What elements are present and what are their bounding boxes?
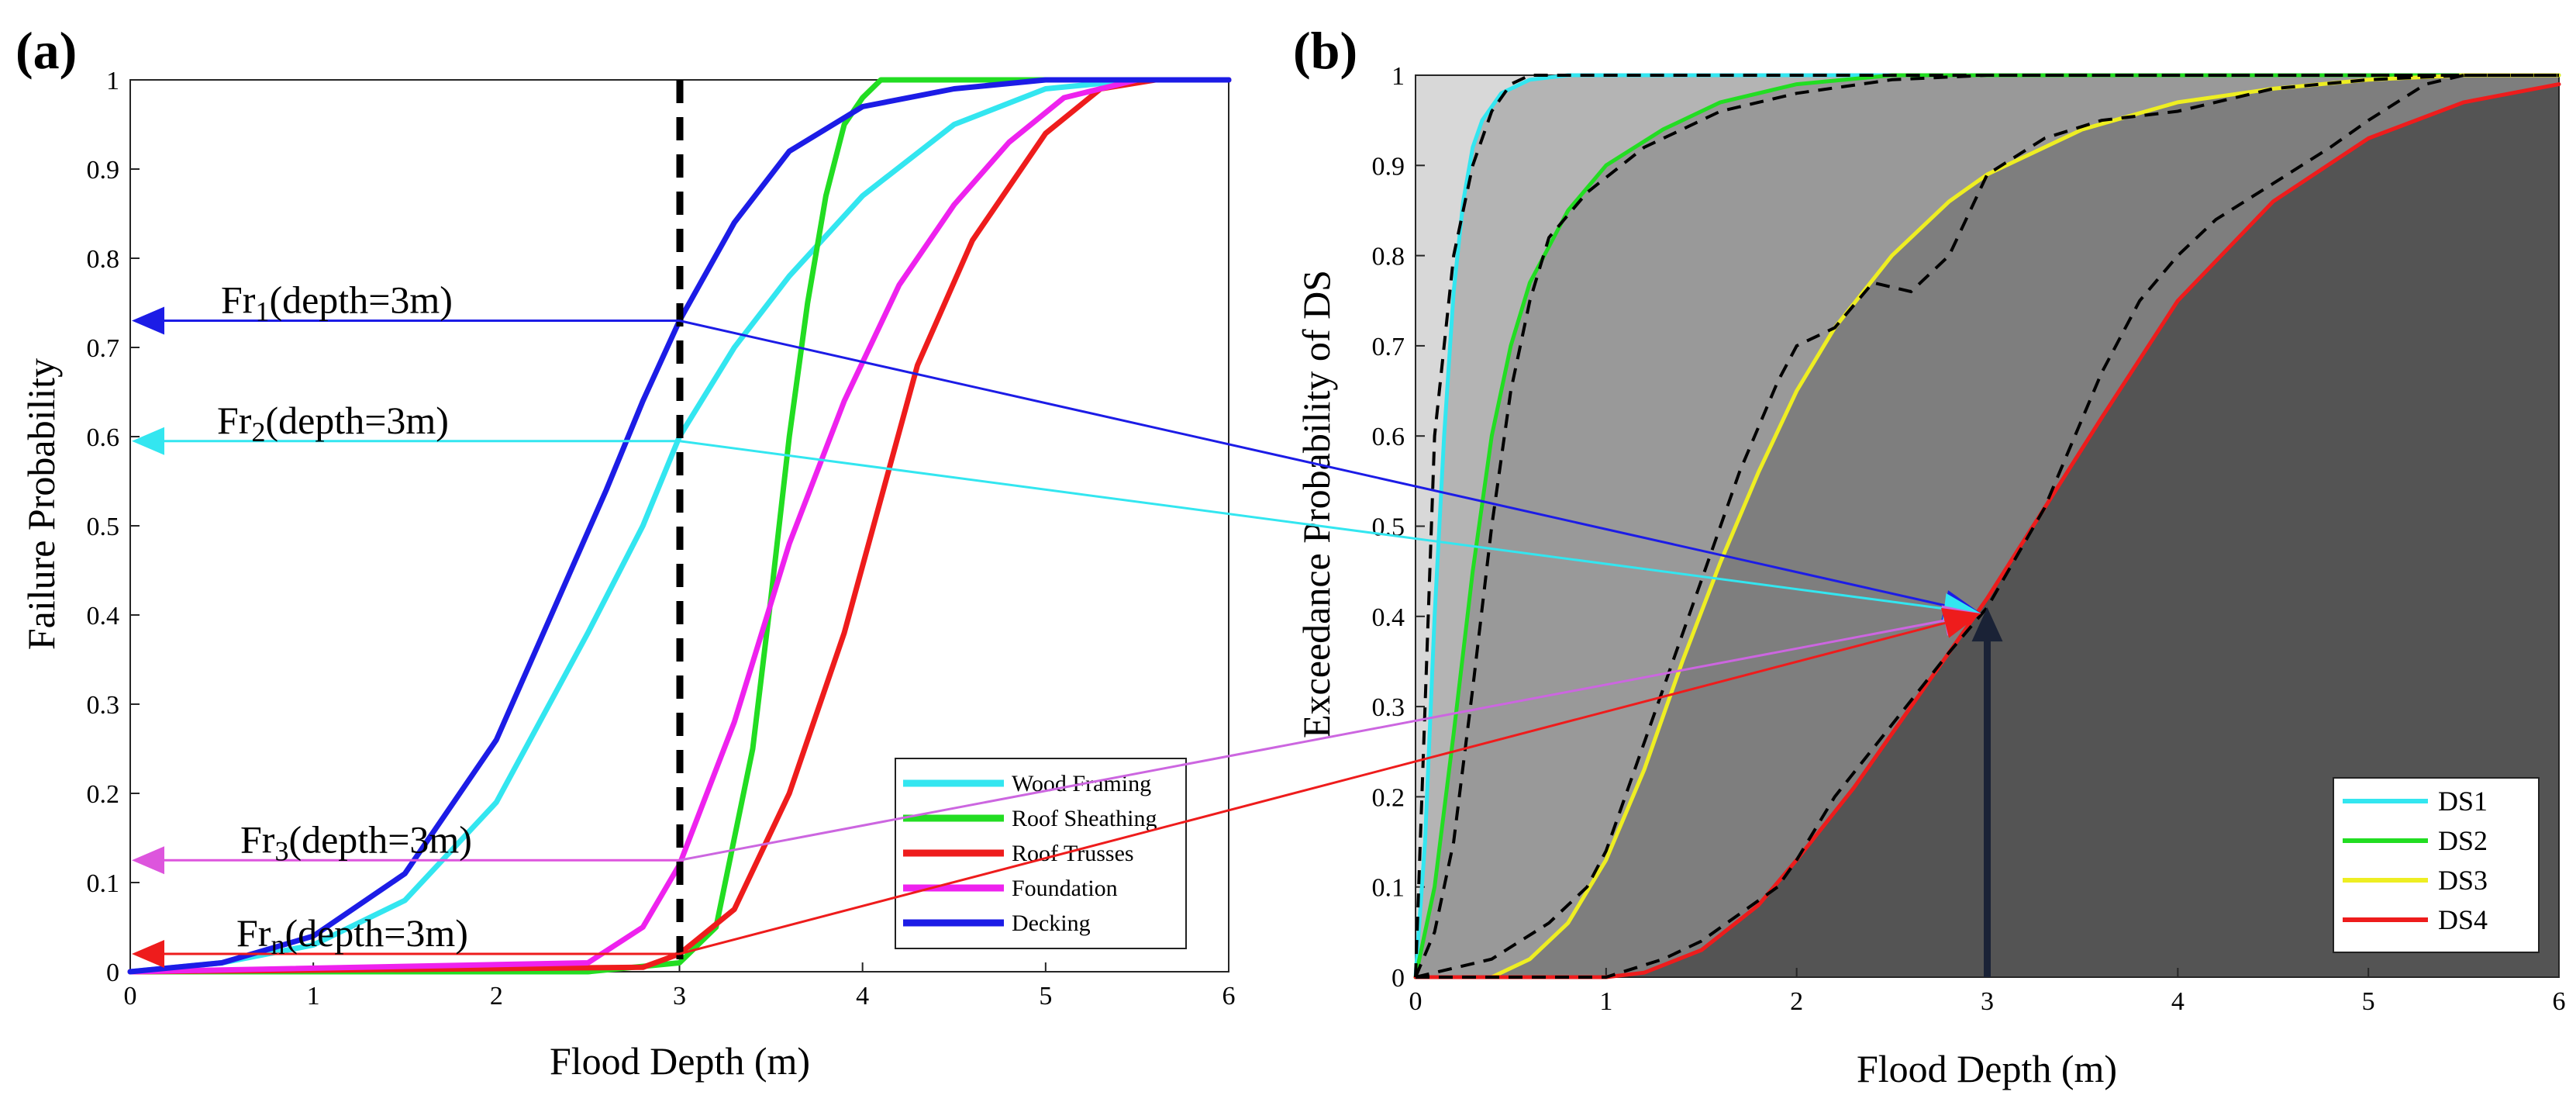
panel-b-damage-regions — [1416, 75, 2559, 978]
legend-label-ds2: DS2 — [2438, 825, 2488, 856]
panel-a-x-tick-label: 5 — [1039, 982, 1052, 1011]
panel-a-x-tick-label: 4 — [856, 982, 869, 1011]
cross-arrow-4 — [679, 621, 1946, 955]
legend-entry-ds1: DS1 — [2343, 786, 2488, 817]
panel-a-axes: 0 1 2 3 4 5 6 0 0.1 0.2 0.3 0.4 0.5 0.6 0.7 0.8 0.9 1 — [87, 67, 1236, 1011]
panel-b-y-tick-label: 0.7 — [1372, 333, 1405, 361]
cross-arrow-3 — [679, 619, 1945, 862]
panel-b-ylabel: Exceedance Probability of DS — [1295, 270, 1338, 738]
panel-a-x-tick-label: 1 — [307, 982, 320, 1011]
legend-label-foundation: Foundation — [1012, 876, 1118, 901]
legend-label-ds4: DS4 — [2438, 904, 2488, 935]
fr2-arrowhead — [132, 427, 164, 455]
panel-b-xlabel: Flood Depth (m) — [1857, 1047, 2117, 1090]
panel-b-x-tick-label: 2 — [1790, 987, 1803, 1016]
legend-label-ds3: DS3 — [2438, 865, 2488, 896]
legend-entry-decking: Decking — [903, 910, 1091, 936]
panel-b-legend: DS1 DS2 DS3 DS4 — [2333, 777, 2540, 953]
legend-label-decking: Decking — [1012, 910, 1091, 936]
fr4-arrowhead — [132, 940, 164, 968]
panel-b-label: (b) — [1293, 21, 1357, 80]
panel-a-y-tick-label: 0.9 — [87, 156, 120, 185]
fr1-arrowhead — [132, 306, 164, 335]
legend-label-ds1: DS1 — [2438, 786, 2488, 817]
curve-roof-sheathing — [127, 77, 1232, 975]
panel-b-y-tick-label: 0.6 — [1372, 423, 1405, 451]
legend-entry-ds2: DS2 — [2343, 825, 2488, 856]
legend-entry-ds3: DS3 — [2343, 865, 2488, 896]
fr3-arrowhead — [132, 846, 164, 875]
panel-a-label: (a) — [16, 21, 77, 80]
fr3-label: Fr3(depth=3m) — [240, 817, 472, 866]
legend-entry-ds4: DS4 — [2343, 904, 2488, 935]
panel-b-y-tick-label: 0.8 — [1372, 243, 1405, 271]
panel-a-y-tick-label: 0.1 — [87, 869, 120, 898]
panel-a-annotations: Fr1(depth=3m) Fr2(depth=3m) Fr3(depth=3m) F… — [132, 278, 680, 968]
cross-arrow-1 — [679, 320, 1945, 607]
fr1-label: Fr1(depth=3m) — [221, 278, 453, 327]
panel-a-y-tick-label: 0.7 — [87, 334, 120, 363]
dashed-curve-4 — [1416, 74, 2559, 979]
panel-b-y-tick-label: 0.1 — [1372, 874, 1405, 903]
panel-b-x-tick-label: 5 — [2362, 987, 2375, 1016]
curve-foundation — [127, 77, 1232, 975]
region-ds4 — [1416, 84, 2559, 978]
panel-b-y-tick-label: 1 — [1391, 62, 1405, 91]
panel-a-fragility-curves: (a) Failure Probability Flood Depth (m) … — [16, 21, 1236, 1083]
panel-a-xlabel: Flood Depth (m) — [550, 1039, 810, 1083]
panel-b-x-tick-label: 3 — [1981, 987, 1994, 1016]
panel-a-x-tick-label: 6 — [1222, 982, 1236, 1011]
panel-a-y-tick-label: 0.3 — [87, 691, 120, 720]
panel-b-curves — [1413, 73, 2561, 979]
curve-ds3 — [1413, 73, 2561, 979]
fr2-label: Fr2(depth=3m) — [217, 399, 449, 447]
curve-ds4 — [1413, 82, 2561, 979]
panel-b-y-tick-label: 0.2 — [1372, 783, 1405, 812]
panel-b-x-tick-label: 4 — [2171, 987, 2185, 1016]
legend-entry-roof-sheathing: Roof Sheathing — [903, 806, 1157, 831]
fr4-label: Frn(depth=3m) — [236, 911, 468, 960]
panel-b-y-tick-label: 0.9 — [1372, 152, 1405, 181]
legend-entry-roof-trusses: Roof Trusses — [903, 841, 1134, 866]
panel-b-x-tick-label: 6 — [2553, 987, 2566, 1016]
panel-a-x-tick-label: 0 — [124, 982, 137, 1011]
legend-entry-wood-framing: Wood Framing — [903, 771, 1151, 796]
curve-decking — [127, 77, 1232, 975]
panel-a-y-tick-label: 0.5 — [87, 513, 120, 541]
panel-a-y-tick-label: 0 — [106, 959, 119, 987]
panel-a-y-tick-label: 0.8 — [87, 245, 120, 274]
legend-label-roof-sheathing: Roof Sheathing — [1012, 806, 1157, 831]
panel-b-y-tick-label: 0 — [1391, 964, 1405, 993]
panel-a-y-tick-label: 0.4 — [87, 602, 120, 631]
cross-arrowhead-4 — [1941, 607, 1981, 638]
panel-a-x-tick-label: 3 — [673, 982, 686, 1011]
dashed-curve-2 — [1414, 74, 2559, 978]
panel-a-y-tick-label: 0.6 — [87, 423, 120, 452]
dashed-curve-1 — [1414, 74, 2559, 978]
cross-arrow-2 — [679, 440, 1945, 610]
curve-ds2 — [1413, 73, 2561, 979]
legend-entry-foundation: Foundation — [903, 876, 1118, 901]
panel-b-marker — [1971, 607, 2003, 977]
panel-a-legend: Wood Framing Roof Sheathing Roof Trusses… — [895, 758, 1187, 949]
panel-b-y-tick-label: 0.4 — [1372, 603, 1405, 632]
panel-a-ylabel: Failure Probability — [19, 358, 63, 650]
dashed-curve-3 — [1415, 74, 2559, 979]
panel-b-axes: 0 1 2 3 4 5 600.10.20.30.40.50.60.70.80.91 — [1372, 62, 2566, 1016]
panel-a-x-tick-label: 2 — [490, 982, 503, 1011]
panel-b-x-tick-label: 1 — [1599, 987, 1612, 1016]
panel-b-damage-state-curves: (b) Exceedance Probability of DS Flood D… — [1293, 21, 2566, 1090]
panel-a-y-tick-label: 1 — [106, 67, 119, 95]
depth-marker-head — [1971, 607, 2003, 642]
cross-panel-arrows — [679, 320, 1981, 955]
panel-b-y-tick-label: 0.3 — [1372, 693, 1405, 722]
panel-b-x-tick-label: 0 — [1409, 987, 1422, 1016]
panel-a-y-tick-label: 0.2 — [87, 780, 120, 809]
